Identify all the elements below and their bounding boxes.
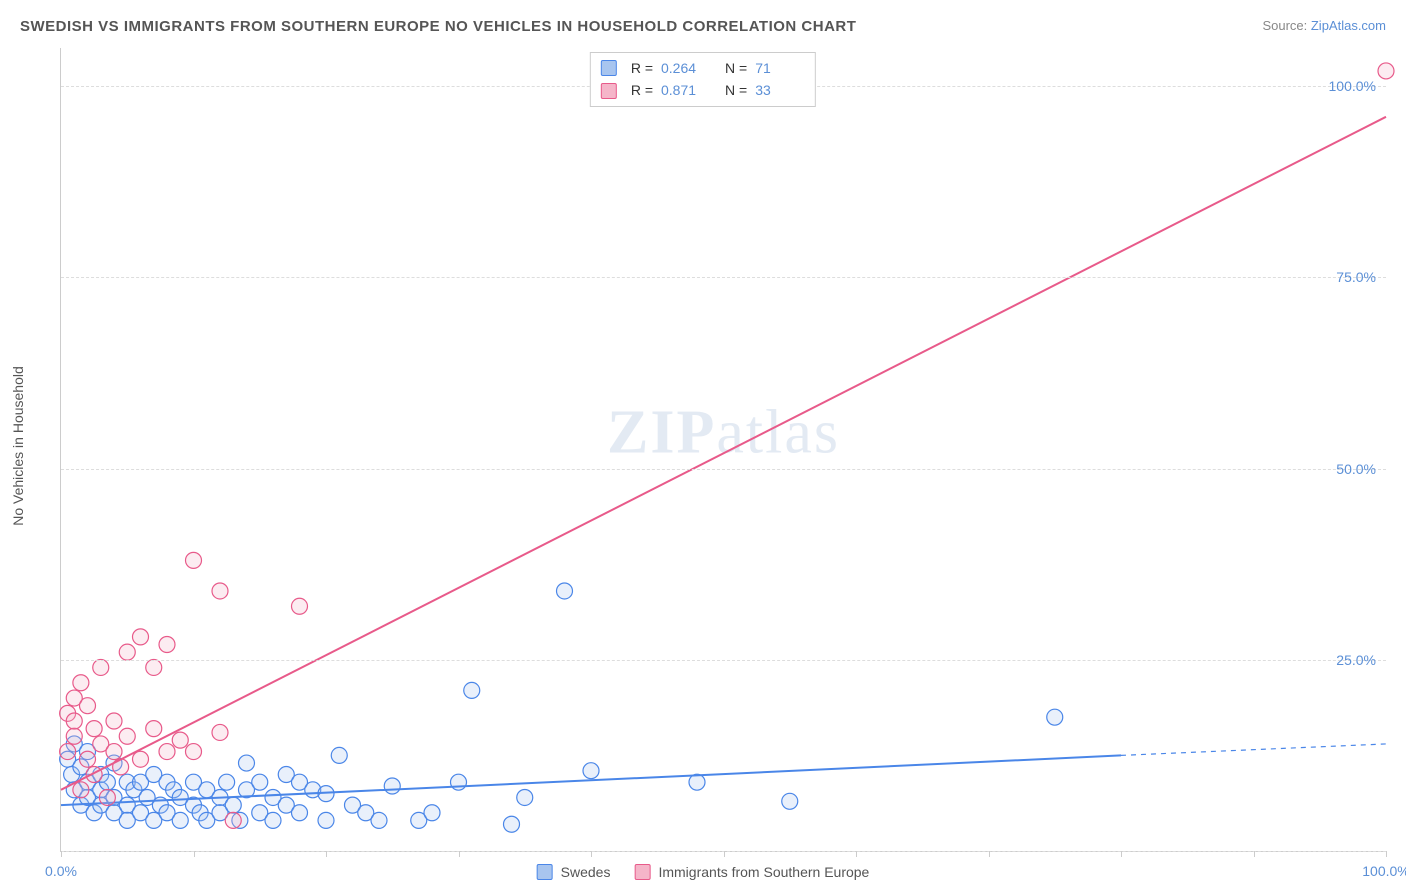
data-point [172,732,188,748]
trend-line [61,117,1386,790]
x-tick [326,851,327,857]
data-point [60,744,76,760]
n-value: 33 [755,79,805,101]
data-point [331,747,347,763]
data-point [133,629,149,645]
data-point [106,713,122,729]
data-point [119,728,135,744]
source-link[interactable]: ZipAtlas.com [1311,18,1386,33]
data-point [86,767,102,783]
legend-stat-row: R = 0.264 N = 71 [601,57,805,79]
x-tick-label: 100.0% [1362,863,1406,879]
legend-stat-row: R = 0.871 N = 33 [601,79,805,101]
data-point [159,744,175,760]
gridline [61,277,1386,278]
data-point [73,675,89,691]
data-point [557,583,573,599]
x-tick [724,851,725,857]
y-axis-label: No Vehicles in Household [10,366,26,526]
data-point [146,659,162,675]
data-point [292,598,308,614]
x-tick [591,851,592,857]
plot-area: ZIPatlas 25.0%50.0%75.0%100.0%0.0%100.0% [60,48,1386,852]
legend-series: Swedes Immigrants from Southern Europe [537,864,870,880]
data-point [504,816,520,832]
x-tick [61,851,62,857]
gridline [61,469,1386,470]
x-tick [459,851,460,857]
x-tick [989,851,990,857]
data-point [318,812,334,828]
data-point [583,763,599,779]
legend-label: Immigrants from Southern Europe [658,864,869,880]
legend-stats: R = 0.264 N = 71 R = 0.871 N = 33 [590,52,816,107]
x-tick [1386,851,1387,857]
r-value: 0.264 [661,57,711,79]
data-point [93,659,109,675]
data-point [451,774,467,790]
x-tick [1121,851,1122,857]
data-point [133,751,149,767]
trend-line-extension [1121,744,1386,755]
gridline [61,660,1386,661]
legend-swatch [601,60,617,76]
data-point [1047,709,1063,725]
data-point [66,713,82,729]
data-point [464,682,480,698]
plot-svg [61,48,1386,851]
legend-item: Immigrants from Southern Europe [634,864,869,880]
x-tick [1254,851,1255,857]
data-point [782,793,798,809]
data-point [106,744,122,760]
data-point [292,805,308,821]
data-point [424,805,440,821]
data-point [252,774,268,790]
legend-swatch [601,83,617,99]
data-point [159,637,175,653]
data-point [212,583,228,599]
x-tick [856,851,857,857]
data-point [1378,63,1394,79]
data-point [99,789,115,805]
data-point [689,774,705,790]
data-point [225,797,241,813]
data-point [80,698,96,714]
x-tick-label: 0.0% [45,863,77,879]
legend-swatch [634,864,650,880]
y-tick-label: 50.0% [1336,461,1376,477]
data-point [384,778,400,794]
y-tick-label: 75.0% [1336,269,1376,285]
data-point [225,812,241,828]
source-attribution: Source: ZipAtlas.com [1262,18,1386,33]
data-point [146,721,162,737]
data-point [66,728,82,744]
data-point [86,721,102,737]
data-point [80,751,96,767]
legend-item: Swedes [537,864,611,880]
x-tick [194,851,195,857]
data-point [219,774,235,790]
n-label: N = [725,57,747,79]
data-point [371,812,387,828]
n-label: N = [725,79,747,101]
y-tick-label: 100.0% [1329,78,1376,94]
r-value: 0.871 [661,79,711,101]
data-point [172,812,188,828]
data-point [265,812,281,828]
data-point [119,644,135,660]
data-point [239,755,255,771]
chart-title: SWEDISH VS IMMIGRANTS FROM SOUTHERN EURO… [20,18,856,35]
data-point [73,782,89,798]
n-value: 71 [755,57,805,79]
r-label: R = [631,57,653,79]
data-point [186,552,202,568]
legend-swatch [537,864,553,880]
source-prefix: Source: [1262,18,1310,33]
data-point [186,744,202,760]
data-point [517,789,533,805]
data-point [212,724,228,740]
y-tick-label: 25.0% [1336,652,1376,668]
r-label: R = [631,79,653,101]
legend-label: Swedes [561,864,611,880]
